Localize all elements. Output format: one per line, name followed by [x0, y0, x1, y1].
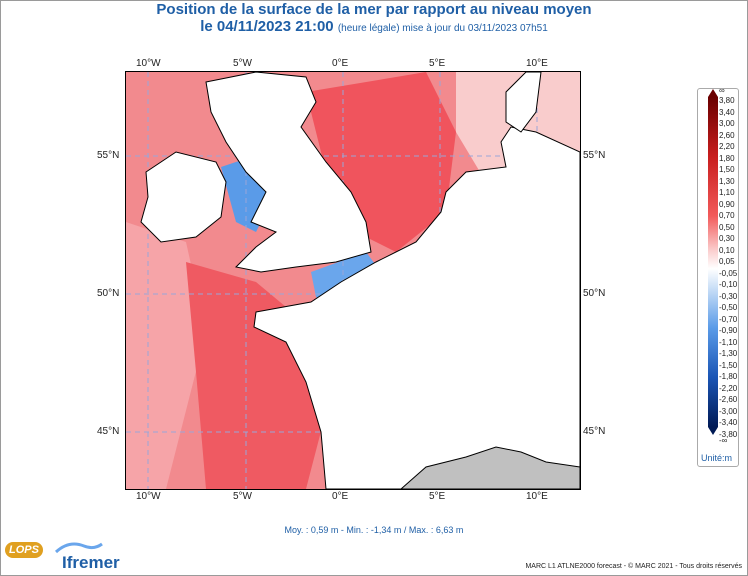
legend-label: 0,10: [719, 245, 735, 255]
legend-label: -0,05: [719, 268, 738, 278]
sea-level-map[interactable]: [125, 71, 581, 490]
legend-label: -3,40: [719, 418, 738, 428]
lon-label-top-5e: 5°E: [429, 58, 446, 69]
land-great-britain: [205, 72, 372, 273]
chart-subtitle: le 04/11/2023 21:00 (heure légale) mise …: [0, 18, 748, 35]
sea-mediterranean-gray: [400, 446, 580, 489]
ifremer-wave-icon: [54, 542, 103, 554]
sea-zone-west-light: [126, 222, 206, 489]
lat-label-right-50n: 50°N: [583, 288, 606, 299]
lat-label-left-45n: 45°N: [97, 426, 120, 437]
legend-label: -1,80: [719, 372, 738, 382]
legend-top-symbol: ∞: [719, 86, 725, 95]
legend-label: 3,00: [719, 119, 735, 129]
color-legend: [697, 88, 739, 467]
legend-label: 0,50: [719, 222, 735, 232]
map-canvas: [126, 72, 580, 489]
lops-logo: LOPS: [5, 542, 43, 558]
legend-label: 3,40: [719, 107, 735, 117]
legend-label: -0,70: [719, 314, 738, 324]
legend-label: 1,10: [719, 188, 735, 198]
legend-label: -0,90: [719, 326, 738, 336]
lon-label-top-10w: 10°W: [136, 58, 161, 69]
legend-label: 1,30: [719, 176, 735, 186]
legend-gradient: [708, 97, 718, 427]
lat-label-right-45n: 45°N: [583, 426, 606, 437]
legend-bottom-arrow: [708, 427, 718, 435]
legend-label: -0,50: [719, 303, 738, 313]
lon-label-top-5w: 5°W: [233, 58, 252, 69]
legend-label: -2,20: [719, 383, 738, 393]
lon-label-bottom-10w: 10°W: [136, 491, 161, 502]
update-note: (heure légale) mise à jour du 03/11/2023…: [337, 23, 548, 34]
legend-label: -2,60: [719, 395, 738, 405]
lon-label-bottom-5w: 5°W: [233, 491, 252, 502]
lon-label-top-10e: 10°E: [526, 58, 548, 69]
legend-label: 0,70: [719, 211, 735, 221]
land-ireland: [140, 151, 227, 243]
legend-label: 2,60: [719, 130, 735, 140]
legend-label: 0,90: [719, 199, 735, 209]
lat-label-right-55n: 55°N: [583, 150, 606, 161]
legend-label: -0,30: [719, 291, 738, 301]
legend-label: 3,80: [719, 96, 735, 105]
land-denmark: [505, 72, 542, 133]
map-statistics: Moy. : 0,59 m - Min. : -1,34 m / Max. : …: [284, 525, 464, 535]
legend-label: 1,80: [719, 153, 735, 163]
legend-label: -1,10: [719, 337, 738, 347]
lon-label-bottom-10e: 10°E: [526, 491, 548, 502]
lon-label-top-0e: 0°E: [332, 58, 349, 69]
land-continental-europe: [253, 126, 580, 489]
chart-title: Position de la surface de la mer par rap…: [156, 1, 592, 18]
legend-bottom-symbol: -∞: [719, 436, 728, 445]
legend-label: 1,50: [719, 165, 735, 175]
lon-label-bottom-5e: 5°E: [429, 491, 446, 502]
legend-colorbar: [708, 89, 718, 435]
legend-label: 2,20: [719, 142, 735, 152]
copyright-credit: MARC L1 ATLNE2000 forecast - © MARC 2021…: [525, 563, 742, 570]
forecast-date: le 04/11/2023 21:00: [200, 18, 334, 35]
legend-label: -1,50: [719, 360, 738, 370]
legend-label: -1,30: [719, 349, 738, 359]
legend-label: -3,80: [719, 430, 738, 439]
legend-label: -0,10: [719, 280, 738, 290]
lon-label-bottom-0e: 0°E: [332, 491, 349, 502]
legend-unit: Unité:m: [701, 453, 733, 463]
legend-label: 0,05: [719, 257, 735, 267]
legend-label: -3,00: [719, 406, 738, 416]
lat-label-left-50n: 50°N: [97, 288, 120, 299]
lat-label-left-55n: 55°N: [97, 150, 120, 161]
ifremer-logo: Ifremer: [62, 553, 120, 572]
legend-top-arrow: [708, 89, 718, 97]
legend-label: 0,30: [719, 234, 735, 244]
